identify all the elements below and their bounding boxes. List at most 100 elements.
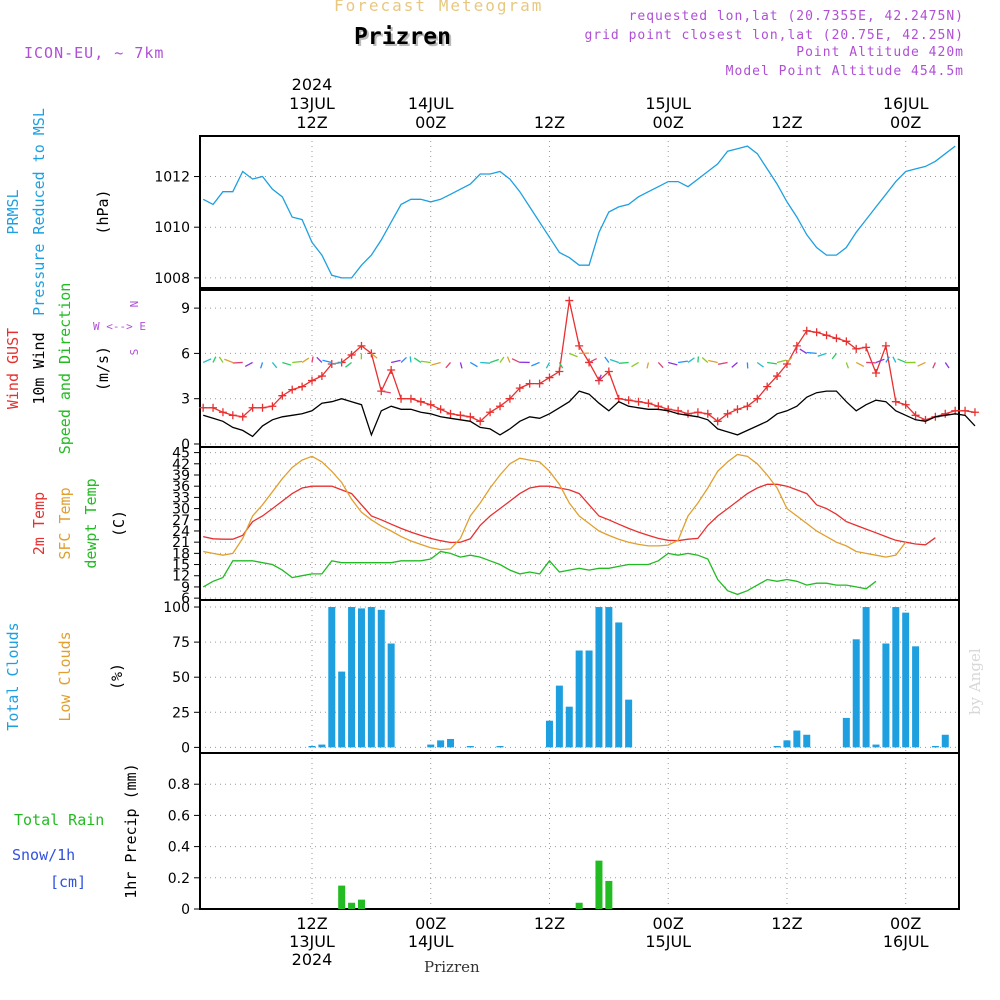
wind-arrow bbox=[845, 362, 850, 369]
panel-label: SFC Temp bbox=[56, 487, 74, 559]
wind-arrow bbox=[668, 361, 678, 366]
time-label-bottom: 14JUL bbox=[408, 932, 454, 951]
gust-marker bbox=[812, 328, 821, 337]
y-tick-label: 45 bbox=[172, 446, 190, 462]
bar-total-clouds bbox=[328, 607, 336, 748]
gust-marker bbox=[228, 411, 237, 420]
wind-arrow bbox=[469, 361, 478, 368]
bar-total-clouds bbox=[575, 650, 583, 748]
y-tick-label: 25 bbox=[172, 705, 190, 721]
y-tick-label: 0.2 bbox=[168, 871, 190, 887]
bar-total-clouds bbox=[318, 744, 326, 748]
time-label-bottom: 13JUL bbox=[289, 932, 335, 951]
series-prmsl bbox=[202, 145, 956, 279]
chart-title: Forecast Meteogram bbox=[334, 0, 544, 15]
gust-marker bbox=[822, 331, 831, 340]
gust-marker bbox=[961, 406, 970, 415]
panel-frame bbox=[199, 752, 960, 910]
wind-arrow bbox=[855, 361, 865, 367]
gust-marker bbox=[881, 341, 890, 350]
gust-marker bbox=[298, 382, 307, 391]
wind-arrow bbox=[331, 361, 342, 365]
gust-marker bbox=[753, 394, 762, 403]
y-tick-label: 30 bbox=[172, 502, 190, 518]
panel-label: 2m Temp bbox=[30, 492, 48, 555]
y-tick-label: 100 bbox=[163, 600, 190, 616]
y-tick-label: 0.4 bbox=[168, 840, 190, 856]
wind-arrow bbox=[678, 360, 688, 364]
gust-marker bbox=[891, 397, 900, 406]
time-label-bottom: 12Z bbox=[296, 914, 327, 933]
bar-total-clouds bbox=[437, 740, 445, 748]
y-tick-label: 27 bbox=[172, 513, 190, 529]
gust-marker bbox=[535, 379, 544, 388]
wind-arrow bbox=[345, 361, 352, 368]
time-label-bottom: 2024 bbox=[292, 950, 333, 969]
wind-arrow bbox=[892, 356, 897, 363]
gust-marker bbox=[832, 334, 841, 343]
wind-arrow bbox=[480, 361, 491, 364]
gust-marker bbox=[268, 402, 277, 411]
y-axis-label: (C) bbox=[110, 510, 128, 537]
bar-total-clouds bbox=[348, 607, 356, 748]
model-label: ICON-EU, ~ 7km bbox=[24, 44, 165, 62]
gust-marker bbox=[693, 408, 702, 417]
y-tick-label: 21 bbox=[172, 535, 190, 551]
wind-arrow bbox=[569, 352, 578, 358]
bar-total-clouds bbox=[545, 720, 553, 748]
y-tick-label: 1010 bbox=[154, 220, 190, 236]
time-label-bottom: 00Z bbox=[890, 914, 921, 933]
gust-marker bbox=[604, 367, 613, 376]
time-label-top: 00Z bbox=[653, 113, 684, 132]
compass-north: N bbox=[128, 301, 141, 308]
panel-frame bbox=[199, 289, 960, 448]
gust-marker bbox=[555, 367, 564, 376]
bar-total-clouds bbox=[377, 609, 385, 748]
watermark: by Angel bbox=[966, 648, 984, 715]
bar-total-clouds bbox=[357, 608, 365, 748]
panel-frame bbox=[199, 135, 960, 289]
series-10m-wind bbox=[203, 390, 976, 438]
wind-arrow bbox=[489, 358, 499, 364]
wind-arrow bbox=[687, 357, 695, 363]
series-2m-temp bbox=[203, 483, 936, 546]
gust-marker bbox=[901, 400, 910, 409]
time-label-bottom: 15JUL bbox=[645, 932, 691, 951]
wind-arrow bbox=[708, 359, 718, 364]
y-tick-label: 24 bbox=[172, 524, 190, 540]
bar-total-clouds bbox=[892, 607, 900, 748]
y-tick-label: 36 bbox=[172, 479, 190, 495]
point-altitude: Point Altitude 420m bbox=[796, 45, 964, 60]
time-label-top: 16JUL bbox=[883, 94, 929, 113]
gust-marker bbox=[594, 376, 603, 385]
time-label-top: 12Z bbox=[534, 113, 565, 132]
gust-marker bbox=[842, 337, 851, 346]
y-axis-label: (hPa) bbox=[94, 189, 112, 234]
gust-marker bbox=[763, 382, 772, 391]
footer-location: Prizren bbox=[424, 958, 480, 976]
gust-marker bbox=[486, 408, 495, 417]
series-dewpt-temp bbox=[202, 550, 877, 596]
gust-marker bbox=[565, 296, 574, 305]
wind-arrow bbox=[445, 362, 452, 369]
requested-coordinates: requested lon,lat (20.7355E, 42.2475N) bbox=[628, 9, 964, 24]
gust-marker bbox=[426, 400, 435, 409]
y-tick-label: 42 bbox=[172, 457, 190, 473]
panel-label: Low Clouds bbox=[56, 631, 74, 721]
gust-marker bbox=[456, 411, 465, 420]
bar-total-clouds bbox=[902, 612, 910, 748]
wind-arrow bbox=[604, 356, 610, 363]
wind-arrow bbox=[875, 358, 885, 364]
time-label-bottom: 16JUL bbox=[883, 932, 929, 951]
time-label-top: 13JUL bbox=[289, 94, 335, 113]
gust-marker bbox=[970, 408, 979, 417]
wind-arrow bbox=[400, 356, 407, 363]
y-tick-label: 6 bbox=[181, 591, 190, 607]
time-label-top: 15JUL bbox=[645, 94, 691, 113]
panel-label: Total Clouds bbox=[4, 622, 22, 730]
gust-marker bbox=[525, 379, 534, 388]
bar-total-clouds bbox=[862, 607, 870, 748]
gust-marker bbox=[664, 405, 673, 414]
wind-arrow bbox=[224, 358, 234, 364]
y-tick-label: 15 bbox=[172, 558, 190, 574]
